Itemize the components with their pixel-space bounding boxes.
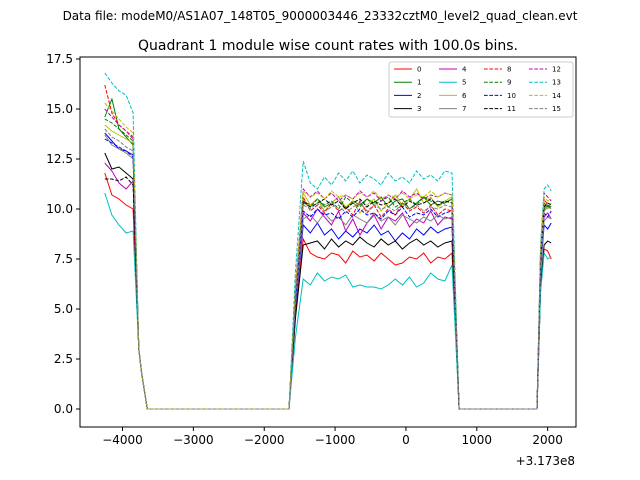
legend-label: 10 xyxy=(507,92,516,100)
legend-box xyxy=(388,61,574,118)
y-axis: 0.0 2.5 5.0 7.5 10.0 12.5 15.0 17.5 xyxy=(46,52,80,416)
axes-frame xyxy=(79,56,577,428)
legend-label: 1 xyxy=(417,79,421,87)
x-tick-label: 1000 xyxy=(462,433,493,447)
legend-label: 4 xyxy=(462,66,467,74)
legend-label: 5 xyxy=(462,79,466,87)
x-tick-label: −1000 xyxy=(315,433,356,447)
legend-label: 0 xyxy=(417,66,421,74)
suptitle: Data file: modeM0/AS1A07_148T05_90000034… xyxy=(63,9,578,23)
legend-label: 9 xyxy=(507,79,511,87)
legend-label: 3 xyxy=(417,105,421,113)
y-tick-label: 7.5 xyxy=(54,252,73,266)
plot-lines xyxy=(104,72,552,410)
legend-label: 11 xyxy=(507,105,516,113)
y-tick-label: 10.0 xyxy=(46,202,73,216)
y-tick-label: 17.5 xyxy=(46,52,73,66)
x-tick-label: −3000 xyxy=(173,433,214,447)
legend-label: 6 xyxy=(462,92,467,100)
x-tick-label: −4000 xyxy=(102,433,143,447)
y-tick-label: 5.0 xyxy=(54,302,73,316)
series-15-line xyxy=(104,128,552,410)
legend-label: 14 xyxy=(552,92,561,100)
legend-label: 2 xyxy=(417,92,421,100)
legend-label: 7 xyxy=(462,105,466,113)
chart-title: Quadrant 1 module wise count rates with … xyxy=(138,38,518,54)
y-tick-label: 0.0 xyxy=(54,402,73,416)
y-tick-label: 15.0 xyxy=(46,102,73,116)
x-tick-label: 0 xyxy=(402,433,410,447)
y-tick-label: 12.5 xyxy=(46,152,73,166)
x-tick-label: 2000 xyxy=(532,433,563,447)
legend-label: 15 xyxy=(552,105,561,113)
y-tick-label: 2.5 xyxy=(54,352,73,366)
legend-label: 12 xyxy=(552,66,561,74)
legend-label: 13 xyxy=(552,79,561,87)
x-axis: −4000 −3000 −2000 −1000 0 1000 2000 xyxy=(102,427,563,447)
x-tick-label: −2000 xyxy=(244,433,285,447)
series-13-line xyxy=(104,72,552,410)
x-offset-label: +3.173e8 xyxy=(516,454,575,468)
legend-label: 8 xyxy=(507,66,511,74)
